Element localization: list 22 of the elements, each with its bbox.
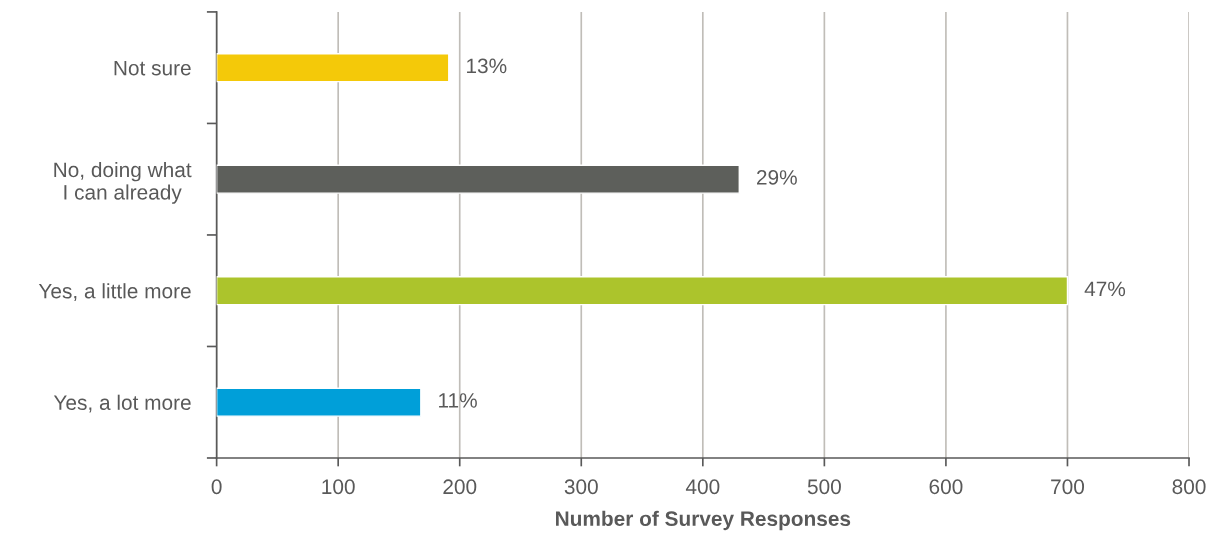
x-tick-label: 300 xyxy=(564,479,598,495)
bar xyxy=(216,164,740,194)
x-tick-label: 600 xyxy=(929,479,963,495)
x-tick-label: 500 xyxy=(807,479,841,495)
annotation: 29% xyxy=(757,170,797,185)
x-tick-label: 800 xyxy=(1172,479,1206,495)
y-tick-label: Yes, a lot more xyxy=(53,394,191,413)
x-tick-label: 0 xyxy=(211,479,222,495)
x-tick-label: 200 xyxy=(443,479,477,495)
x-axis-title: Number of Survey Responses xyxy=(556,510,851,531)
y-tick-label: Yes, a little more xyxy=(38,283,191,301)
annotation: 13% xyxy=(467,58,507,74)
x-tick-label: 400 xyxy=(685,479,720,495)
x-tick-label: 100 xyxy=(322,479,355,495)
y-tick-label: No, doing what I can already xyxy=(54,161,192,204)
annotation: 47% xyxy=(1084,281,1126,297)
x-tick-label: 700 xyxy=(1051,479,1085,495)
bar xyxy=(216,387,422,417)
y-tick-label: Not sure xyxy=(114,60,191,76)
bar xyxy=(216,276,1069,306)
annotation: 11% xyxy=(439,393,477,408)
bar xyxy=(216,53,450,83)
